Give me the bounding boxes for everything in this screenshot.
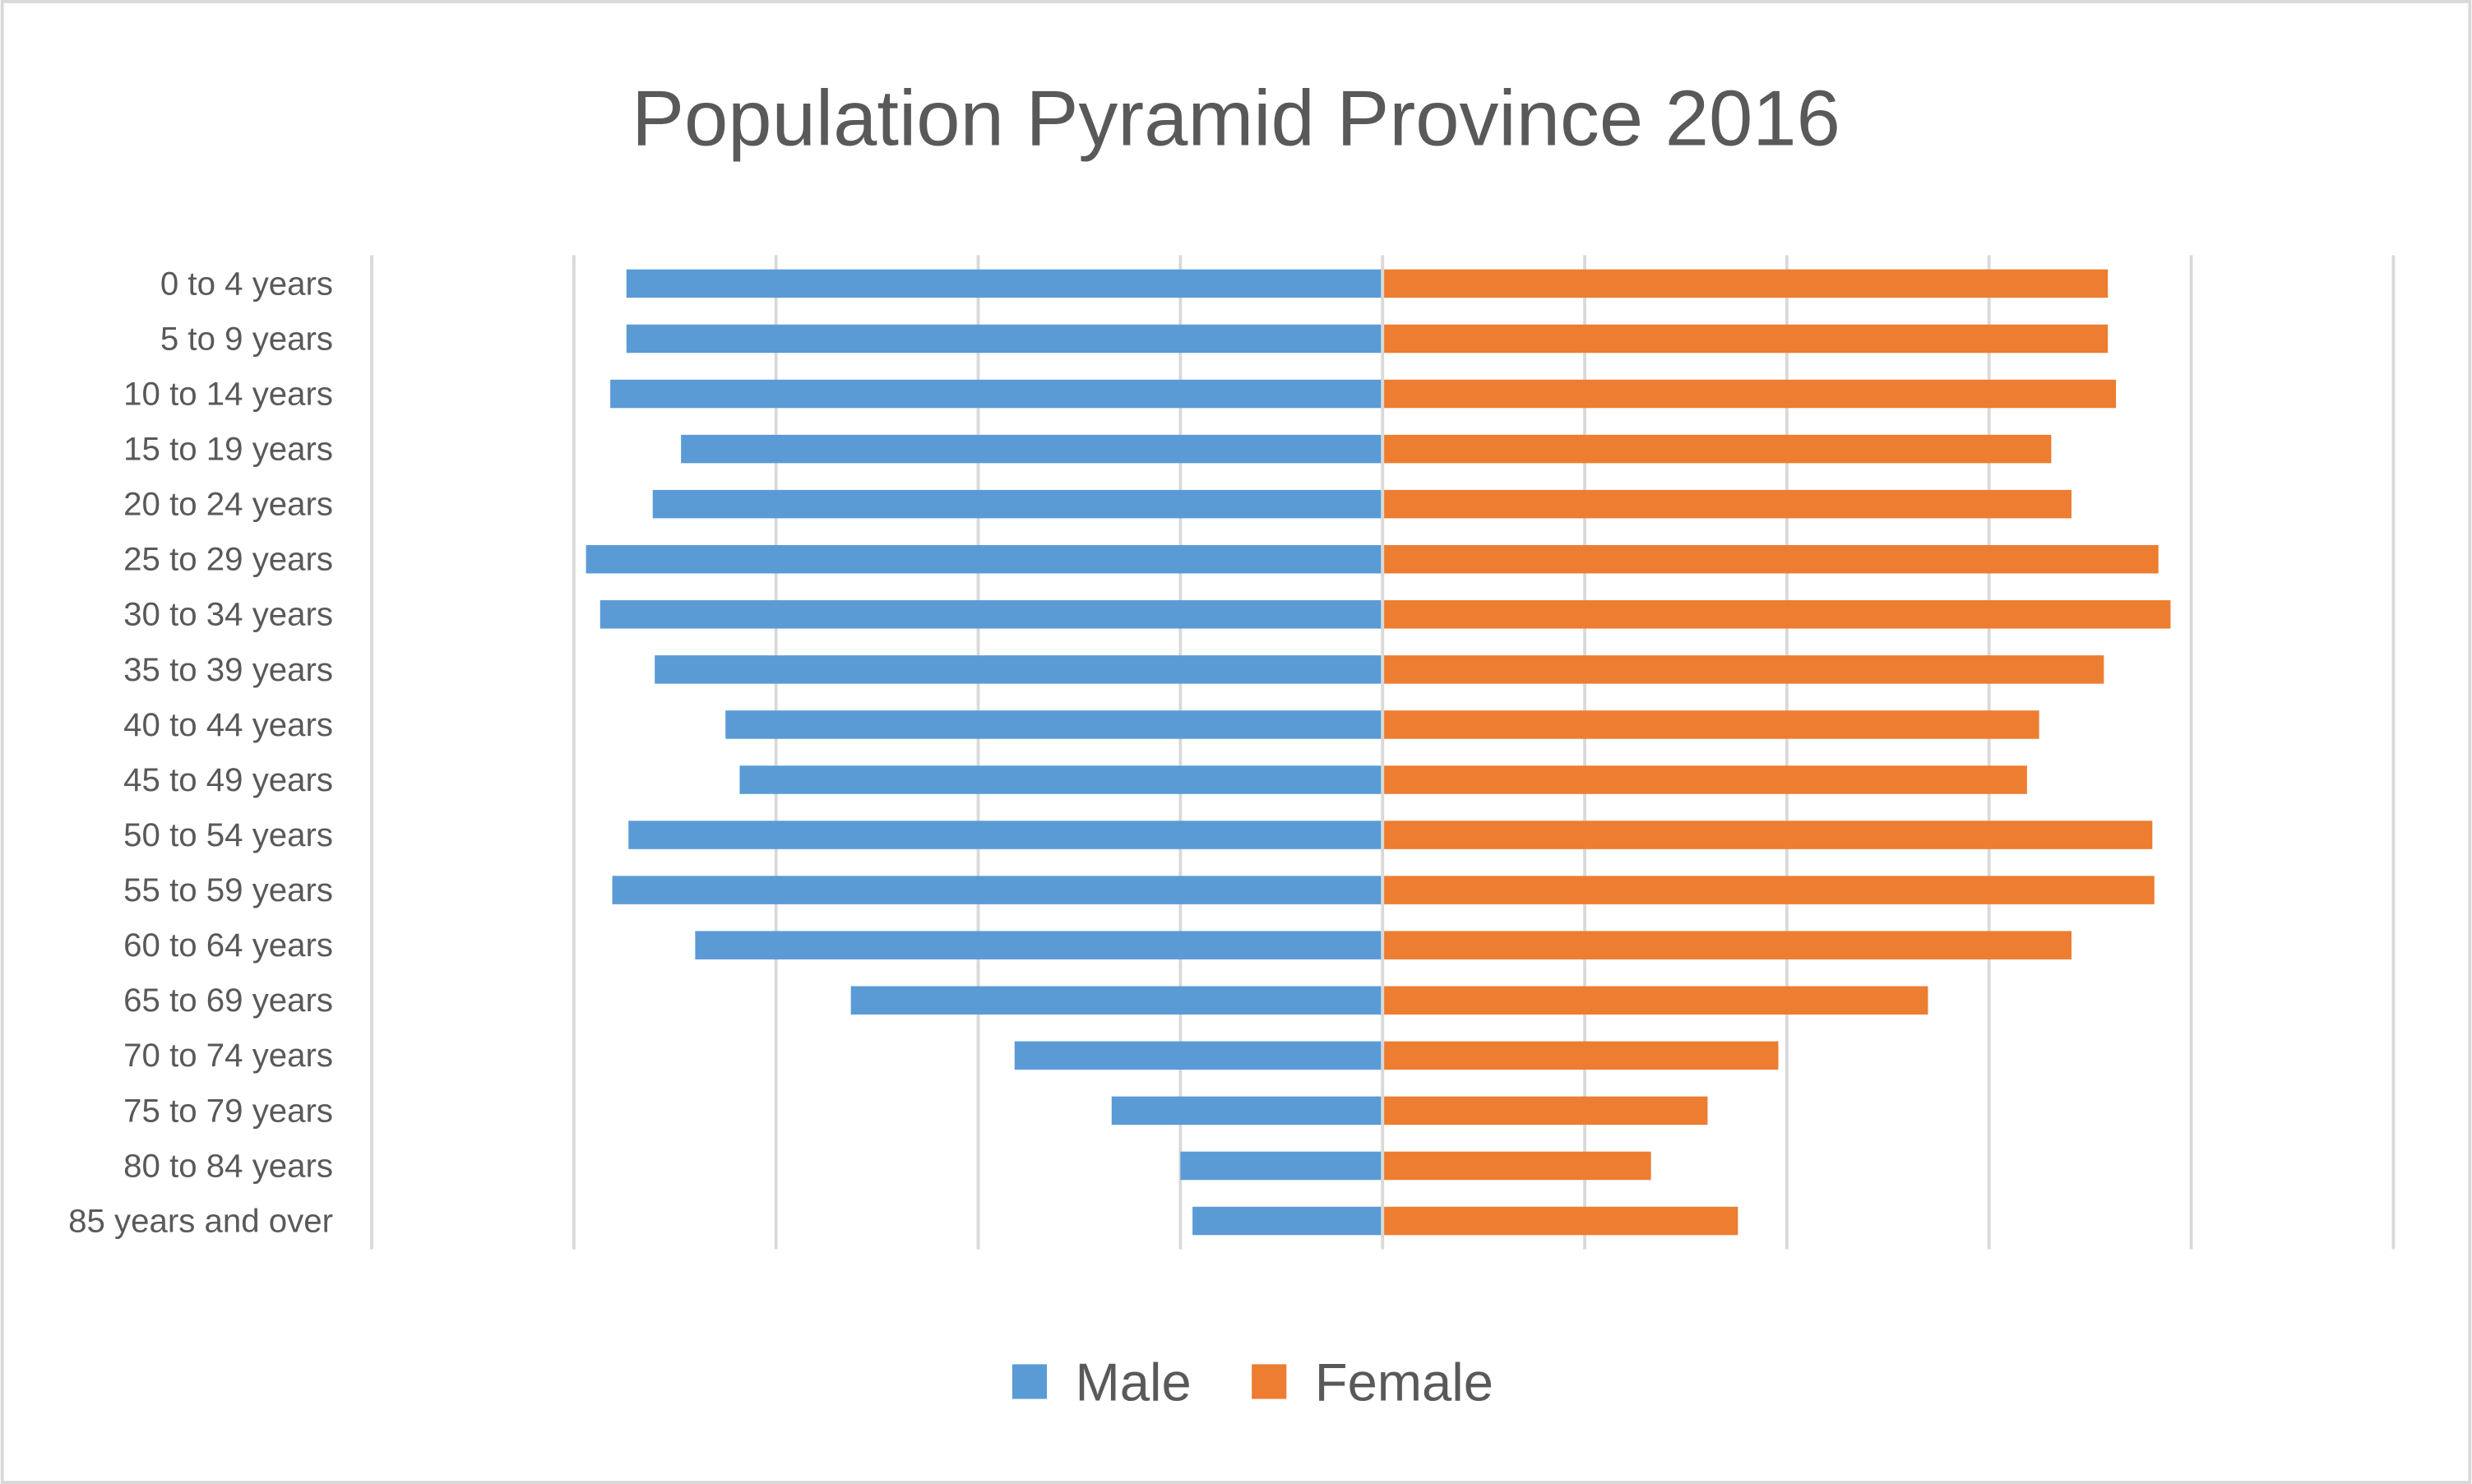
category-label: 0 to 4 years — [160, 265, 333, 302]
category-label: 20 to 24 years — [123, 486, 333, 523]
category-label: 30 to 34 years — [123, 596, 333, 633]
category-label: 25 to 29 years — [123, 541, 333, 578]
legend-swatch-female — [1252, 1364, 1287, 1399]
bar-male — [586, 544, 1382, 574]
bar-female — [1384, 600, 2171, 629]
category-label: 65 to 69 years — [123, 982, 333, 1019]
bar-female — [1384, 379, 2117, 409]
category-label: 45 to 49 years — [123, 761, 333, 798]
bar-female — [1384, 269, 2109, 298]
category-label: 10 to 14 years — [123, 375, 333, 412]
bar-male — [599, 600, 1382, 629]
bar-male — [1192, 1206, 1382, 1236]
bar-female — [1384, 710, 2039, 739]
bar-male — [1014, 1041, 1382, 1070]
bar-male — [626, 324, 1382, 354]
legend-label-male: Male — [1076, 1352, 1192, 1412]
category-label: 60 to 64 years — [123, 927, 333, 964]
category-label: 50 to 54 years — [123, 816, 333, 853]
bar-female — [1384, 876, 2155, 904]
bar-male — [652, 489, 1382, 519]
bar-male — [1111, 1096, 1382, 1126]
bar-female — [1384, 544, 2159, 574]
bar-female — [1384, 324, 2109, 354]
category-label: 55 to 59 years — [123, 871, 333, 908]
category-label: 75 to 79 years — [123, 1092, 333, 1129]
legend-label-female: Female — [1315, 1352, 1493, 1412]
bar-male — [681, 434, 1382, 464]
category-label: 15 to 19 years — [123, 431, 333, 468]
bar-female — [1384, 931, 2072, 959]
bar-female — [1384, 1206, 1738, 1236]
bar-female — [1384, 765, 2027, 794]
category-label: 80 to 84 years — [123, 1147, 333, 1184]
category-label: 5 to 9 years — [160, 320, 333, 357]
chart-title: Population Pyramid Province 2016 — [632, 74, 1840, 162]
bar-male — [612, 876, 1382, 904]
legend-swatch-male — [1011, 1364, 1048, 1399]
bar-male — [850, 986, 1382, 1015]
bar-male — [739, 765, 1382, 794]
bar-female — [1384, 1151, 1651, 1181]
bar-female — [1384, 655, 2104, 684]
bar-male — [695, 931, 1382, 959]
bar-female — [1384, 434, 2052, 464]
category-label: 85 years and over — [68, 1202, 333, 1239]
category-label: 40 to 44 years — [123, 706, 333, 743]
bar-female — [1384, 489, 2072, 519]
bar-male — [610, 379, 1382, 409]
bar-female — [1384, 1096, 1708, 1126]
bar-male — [626, 269, 1382, 298]
category-label: 35 to 39 years — [123, 651, 333, 688]
bar-female — [1384, 821, 2153, 849]
bar-male — [628, 821, 1382, 849]
bar-female — [1384, 986, 1928, 1015]
bar-male — [725, 710, 1382, 739]
bar-male — [655, 655, 1382, 684]
bar-male — [1180, 1151, 1382, 1181]
bar-female — [1384, 1041, 1779, 1070]
category-label: 70 to 74 years — [123, 1037, 333, 1074]
